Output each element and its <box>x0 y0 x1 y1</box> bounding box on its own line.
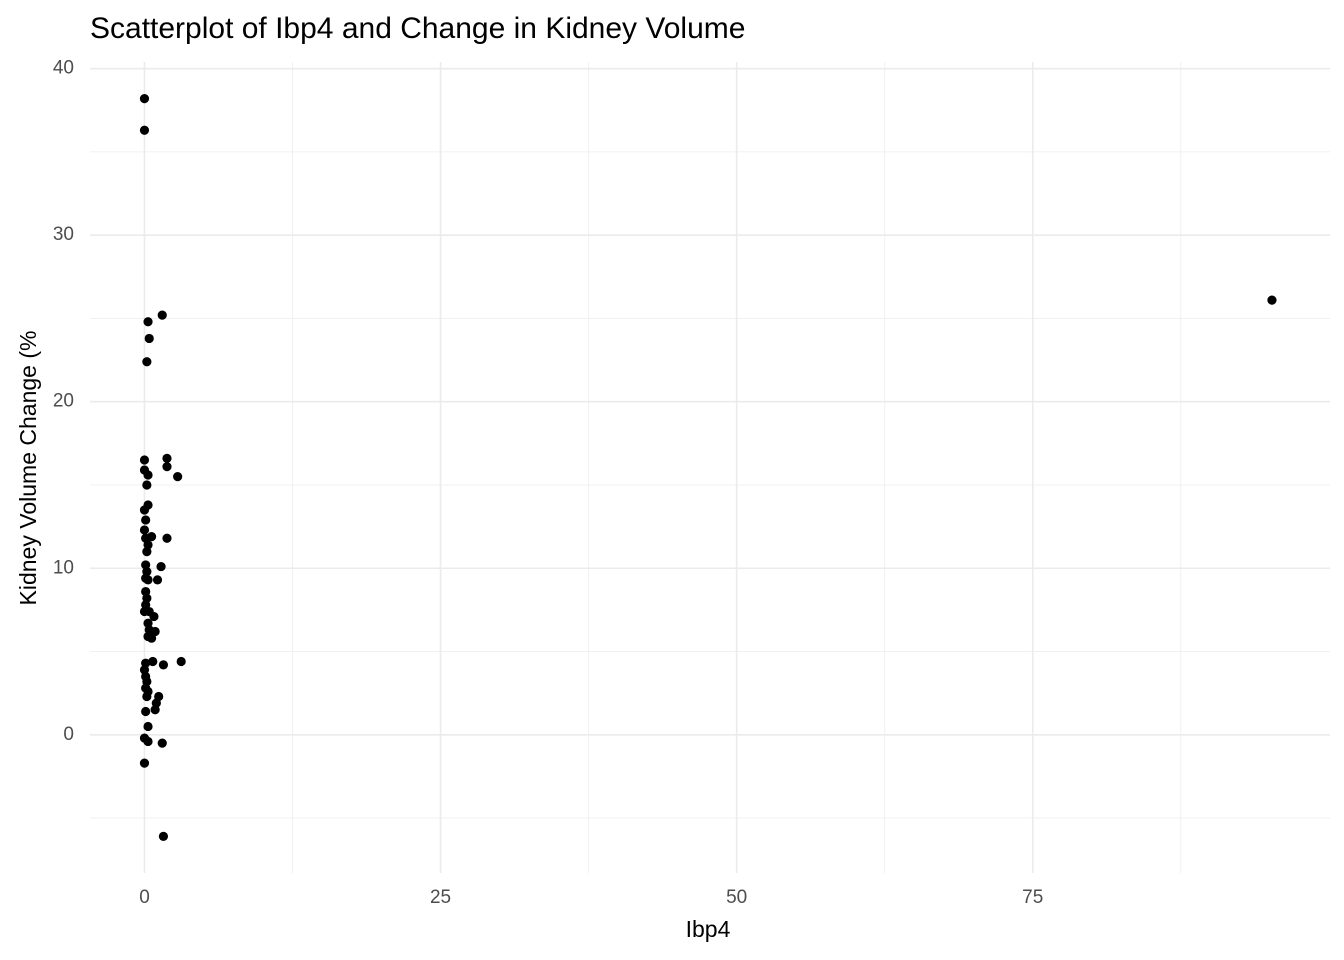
y-tick-label: 0 <box>63 724 74 745</box>
y-axis-title: Kidney Volume Change (% <box>15 331 41 606</box>
point <box>162 462 172 472</box>
point <box>156 561 166 572</box>
y-tick-label: 10 <box>53 557 74 578</box>
point <box>158 831 169 841</box>
point <box>157 310 167 320</box>
point <box>139 94 150 104</box>
point <box>143 575 153 585</box>
x-tick-label: 25 <box>430 887 451 908</box>
point <box>141 515 151 525</box>
point <box>149 611 159 622</box>
x-tick-label: 50 <box>726 887 747 908</box>
point <box>146 633 157 643</box>
point <box>148 656 158 667</box>
point <box>152 575 163 585</box>
point <box>158 660 169 670</box>
y-tick-label: 40 <box>53 58 74 79</box>
point <box>143 736 153 747</box>
point <box>142 546 152 557</box>
point <box>144 333 154 344</box>
point <box>162 533 172 543</box>
point <box>141 706 151 717</box>
point <box>176 656 186 667</box>
point <box>139 758 150 768</box>
point <box>143 470 153 480</box>
point <box>162 453 172 463</box>
y-tick-label: 20 <box>53 391 74 412</box>
point <box>142 357 152 367</box>
point <box>143 317 153 327</box>
x-tick-label: 75 <box>1022 887 1043 908</box>
point <box>173 472 183 482</box>
point <box>142 691 152 702</box>
point <box>139 505 150 515</box>
point <box>139 525 150 535</box>
point <box>1267 295 1277 305</box>
point <box>157 738 167 748</box>
x-axis-title: Ibp4 <box>686 916 731 942</box>
point <box>150 705 160 715</box>
point <box>143 721 153 732</box>
y-tick-label: 30 <box>53 224 74 245</box>
chart-title: Scatterplot of Ibp4 and Change in Kidney… <box>90 12 745 45</box>
point <box>139 455 150 465</box>
point <box>146 532 157 542</box>
point <box>142 480 152 490</box>
x-tick-label: 0 <box>139 887 150 908</box>
point <box>139 125 150 135</box>
